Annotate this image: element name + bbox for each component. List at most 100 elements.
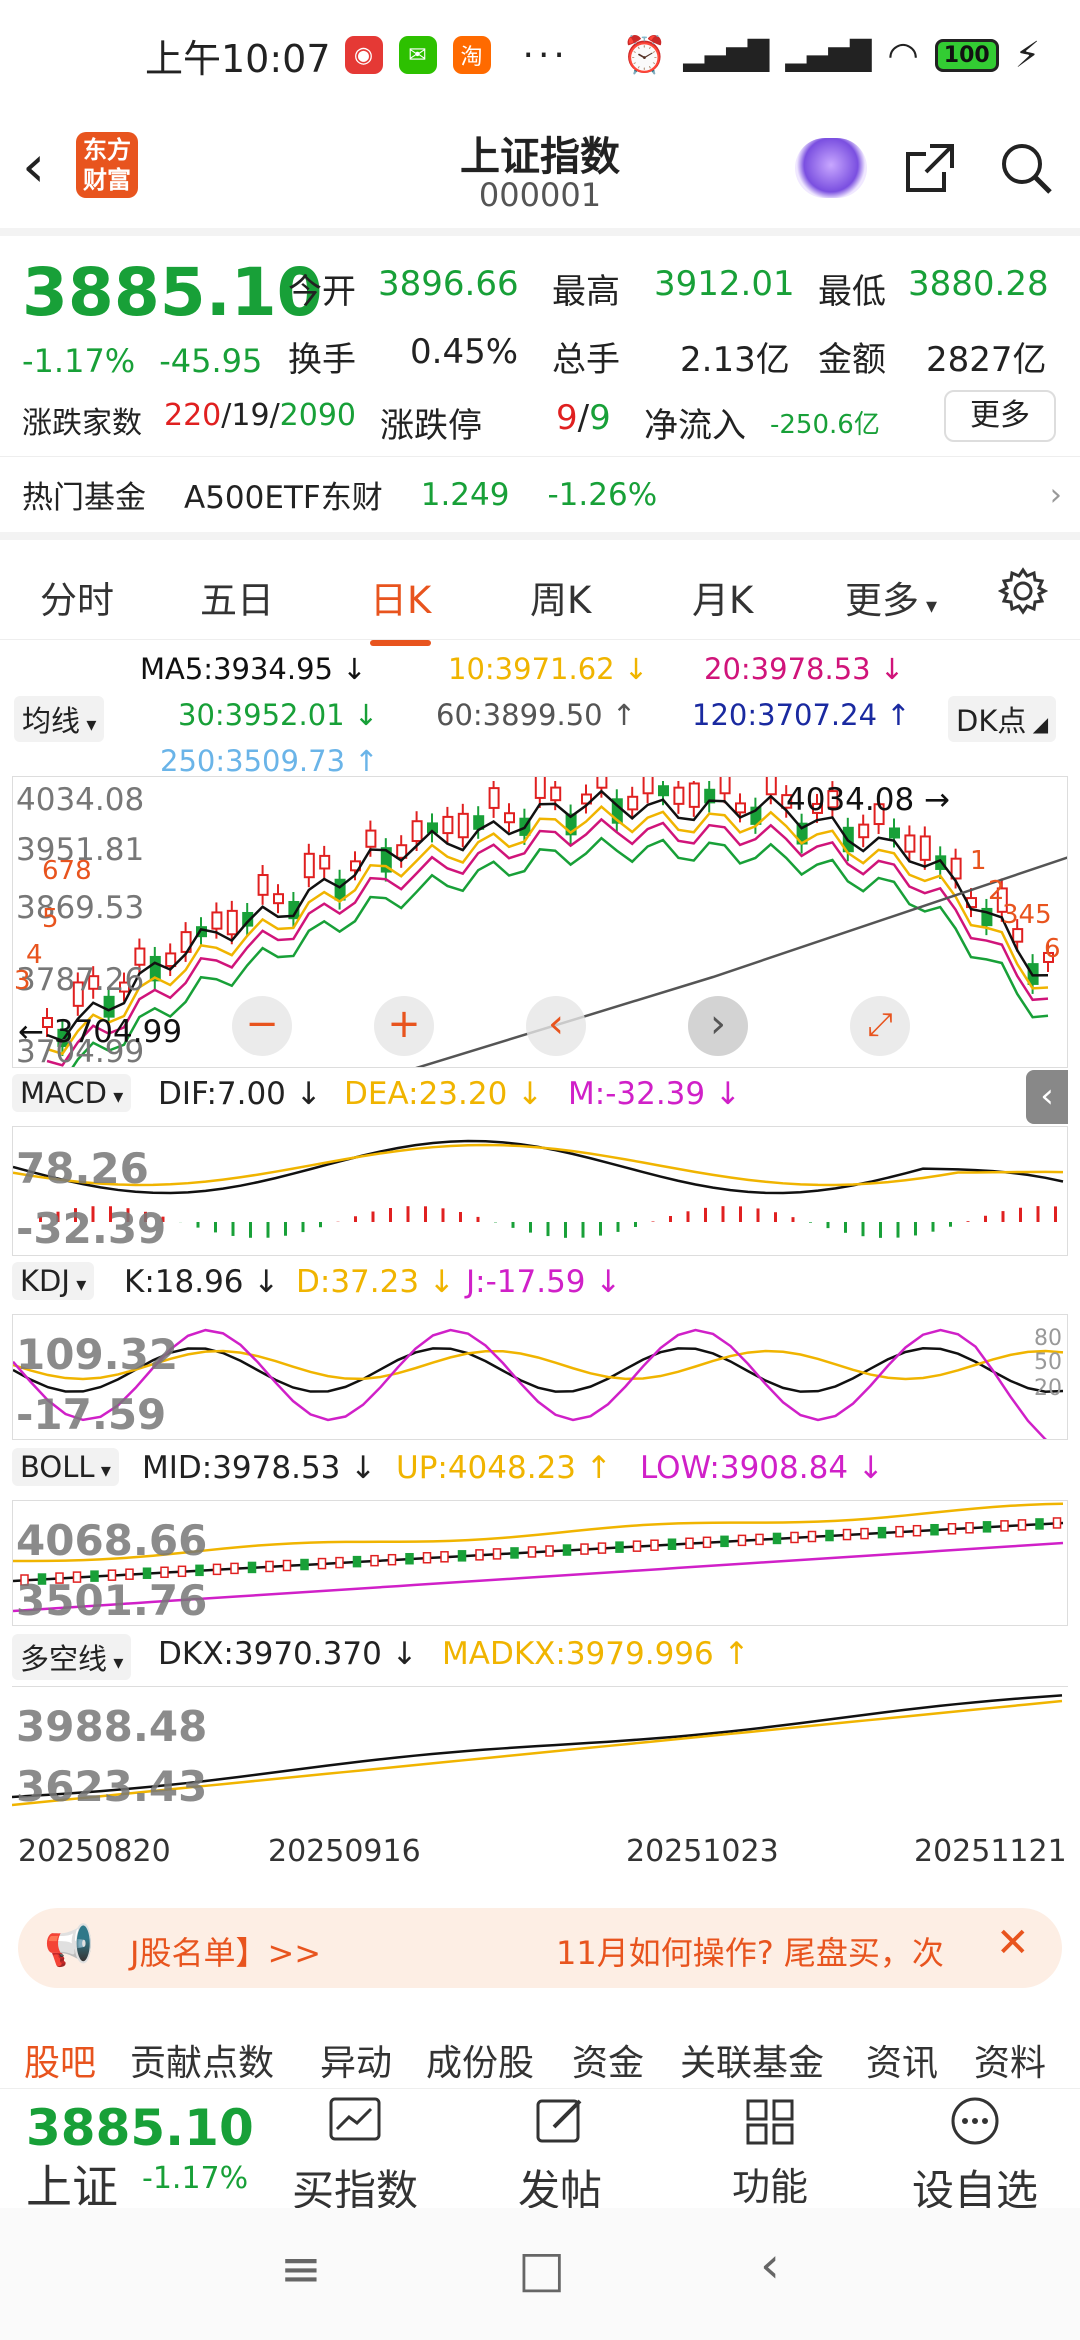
more-quote-button[interactable]: 更多 [944,390,1056,442]
tab-intraday[interactable]: 分时 [40,579,114,622]
zoom-in-icon[interactable]: + [374,996,434,1056]
tab-contribution[interactable]: 贡献点数 [130,2043,275,2084]
kline-candle [781,794,793,809]
collapse-panel-icon[interactable]: ‹ [1026,1070,1068,1124]
kline-candle [719,777,731,795]
assistant-avatar-icon[interactable] [795,138,867,198]
tab-weekly-k[interactable]: 周K [530,579,592,622]
tab-monthly-k[interactable]: 月K [692,579,754,622]
kline-candle [380,847,392,873]
boll-candle [825,1529,834,1542]
tab-more[interactable]: 更多 ▾ [845,579,938,622]
zoom-out-icon[interactable]: − [232,996,292,1056]
boll-candle [300,1558,309,1571]
kline-candle [457,812,469,839]
hot-fund-row[interactable]: 热门基金 A500ETF东财 1.249 -1.26% › [0,456,1080,532]
boll-candle [492,1548,502,1560]
signal-label: 3 [14,966,31,996]
tab-daily-k[interactable]: 日K [370,570,432,646]
kline-candle [765,777,777,796]
charging-icon: ⚡ [1014,34,1040,76]
boll-candle [457,1550,467,1562]
close-icon[interactable]: ✕ [996,1920,1030,1966]
menu-icon[interactable]: ≡ [280,2240,322,2298]
back-nav-icon[interactable]: ‹ [760,2236,780,2294]
buy-index-button[interactable]: 买指数 [280,2095,430,2218]
boll-candle [352,1555,362,1568]
tab-profile[interactable]: 资料 [974,2043,1047,2084]
pan-right-icon[interactable]: › [688,996,748,1056]
tab-movers[interactable]: 异动 [320,2043,393,2084]
boll-candle [772,1532,782,1545]
hot-fund-name: A500ETF东财 [184,480,383,516]
kline-candle [88,975,100,990]
fullscreen-icon[interactable]: ⤢ [850,996,910,1056]
tab-guba[interactable]: 股吧 [24,2043,97,2084]
home-icon[interactable]: □ [518,2240,566,2298]
add-watchlist-button[interactable]: 设自选 [900,2095,1050,2218]
tab-constituents[interactable]: 成份股 [426,2043,535,2084]
low-label: 最低 [818,272,886,312]
macd-dea: DEA:23.20 ↓ [344,1076,544,1112]
kdj-canvas [12,1314,1068,1440]
kdj-k-line [13,1347,1064,1393]
kdj-panel[interactable]: KDJ ▾ K:18.96 ↓ D:37.23 ↓ J:-17.59 ↓ 109… [12,1258,1068,1442]
pan-left-icon[interactable]: ‹ [526,996,586,1056]
function-label: 功能 [731,2165,808,2209]
limit-values: 9/9 [556,398,611,438]
stock-code: 000001 [478,176,602,214]
brand-logo[interactable]: 东方 财富 [76,132,138,198]
gear-icon[interactable] [998,566,1048,616]
kline-candle [812,802,823,814]
promo-banner[interactable]: 📢 J股名单】>> 11月如何操作? 尾盘买，次 ✕ [18,1908,1062,1988]
kline-candle [1043,951,1054,963]
dkx-selector[interactable]: 多空线 ▾ [12,1634,132,1680]
search-icon[interactable] [996,138,1056,198]
tab-related-funds[interactable]: 关联基金 [680,2043,825,2084]
boll-candle [142,1567,152,1579]
tab-capital[interactable]: 资金 [572,2043,645,2084]
function-button[interactable]: 功能 [700,2095,840,2211]
ma-selector[interactable]: 均线 ▾ [14,696,105,742]
back-icon[interactable]: ‹ [22,132,46,200]
boll-selector[interactable]: BOLL ▾ [12,1448,119,1486]
more-circle-icon [951,2097,999,2145]
ma60-value: 60:3899.50 ↑ [436,698,637,732]
kline-candle [735,802,746,814]
share-icon[interactable] [900,138,960,198]
boll-candle [737,1534,747,1547]
wechat-icon: ✉ [398,36,437,74]
axis-label: 3869.53 [16,890,145,926]
dkx-panel[interactable]: 多空线 ▾ DKX:3970.370 ↓ MADKX:3979.996 ↑ 39… [12,1630,1068,1814]
amount-value: 2827亿 [926,340,1047,380]
post-button[interactable]: 发帖 [490,2095,630,2218]
bottom-name: 上证 [26,2160,118,2214]
weibo-icon: ◉ [344,36,383,74]
signal2-icon: ▂▄▆█ [785,38,872,72]
dk-point-button[interactable]: DK点 ◢ [948,696,1057,742]
kdj-selector[interactable]: KDJ ▾ [12,1262,95,1300]
date-label: 20251023 [626,1834,779,1869]
kline-chart[interactable]: 4034.08 3951.81 3869.53 3787.26 3704.99 … [12,776,1068,1070]
volume-value: 2.13亿 [680,340,790,380]
kline-candle [134,947,146,966]
boll-mid-line [13,1521,1064,1583]
kline-candle [196,926,207,938]
boll-candle [632,1540,642,1552]
macd-panel[interactable]: MACD ▾ DIF:7.00 ↓ DEA:23.20 ↓ M:-32.39 ↓… [12,1070,1068,1256]
signal-label: 678 [42,856,92,886]
kline-candle [704,788,716,804]
boll-candle [877,1526,887,1539]
boll-panel[interactable]: BOLL ▾ MID:3978.53 ↓ UP:4048.23 ↑ LOW:39… [12,1444,1068,1628]
boll-candle [702,1536,712,1549]
tab-news[interactable]: 资讯 [866,2043,939,2084]
ma250-value: 250:3509.73 ↑ [160,744,379,778]
macd-selector[interactable]: MACD ▾ [12,1074,132,1112]
signal-label: 345 [1002,900,1052,930]
kline-candle [950,857,962,880]
kline-candle [658,785,669,797]
kline-candle [550,786,562,802]
tab-five-day[interactable]: 五日 [200,579,274,622]
kline-canvas[interactable] [12,776,1068,1068]
low-marker: ← 3704.99 [18,1014,183,1050]
